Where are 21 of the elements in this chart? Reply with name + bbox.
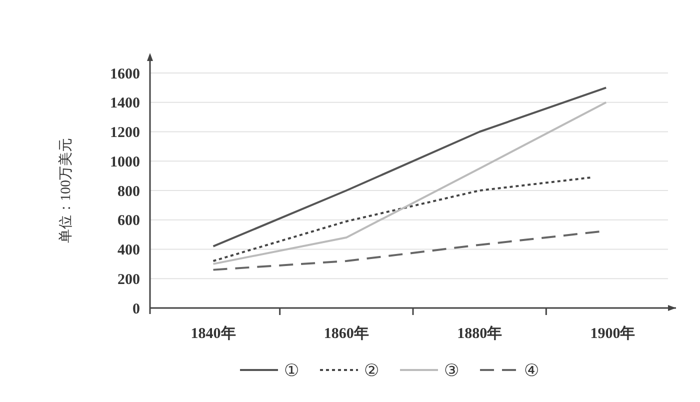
y-tick-label: 1400 xyxy=(110,96,140,112)
line-series xyxy=(212,230,600,271)
x-tick-label: 1900年 xyxy=(590,325,636,342)
legend-label: ② xyxy=(364,360,379,380)
y-tick-label: 1200 xyxy=(110,125,140,141)
y-tick-label: 400 xyxy=(118,242,140,258)
x-tick-label: 1880年 xyxy=(457,325,502,342)
y-tick-label: 1600 xyxy=(110,66,140,82)
y-tick-label: 200 xyxy=(118,272,140,288)
line-series xyxy=(212,101,608,265)
legend-label: ④ xyxy=(524,360,539,380)
y-tick-label: 800 xyxy=(118,184,140,200)
x-tick-label: 1860年 xyxy=(324,325,369,342)
legend-label: ① xyxy=(284,360,299,380)
x-tick-label: 1840年 xyxy=(190,325,236,342)
legend-label: ③ xyxy=(444,360,459,380)
line-series xyxy=(212,86,608,248)
y-axis-title: 单位：100万美元 xyxy=(58,138,74,243)
y-tick-label: 1000 xyxy=(110,154,140,170)
y-tick-label: 600 xyxy=(118,213,140,230)
y-tick-label: 0 xyxy=(132,301,140,318)
